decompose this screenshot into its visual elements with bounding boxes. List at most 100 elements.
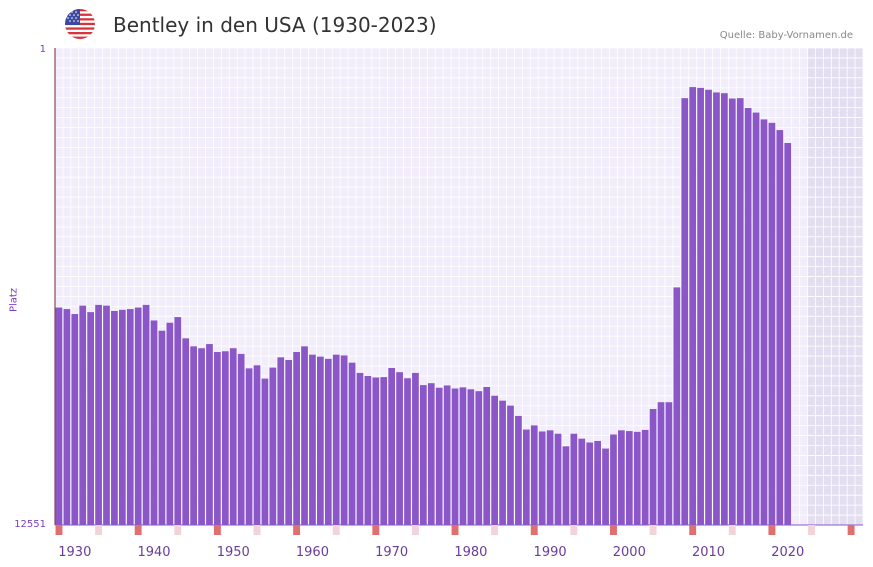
bar-1971 xyxy=(396,372,403,525)
bar-1978 xyxy=(451,388,459,525)
half-decade-marker xyxy=(332,525,340,535)
half-decade-marker xyxy=(174,525,182,535)
decade-marker xyxy=(530,525,538,535)
bar-2019 xyxy=(776,130,784,525)
bar-2014 xyxy=(736,98,744,525)
x-tick-label: 1990 xyxy=(534,545,567,560)
bar-1996 xyxy=(594,440,601,525)
bar-1944 xyxy=(182,338,190,525)
half-decade-marker xyxy=(649,525,657,535)
bar-1970 xyxy=(388,367,396,525)
bar-2016 xyxy=(752,112,760,526)
bar-1979 xyxy=(459,387,467,525)
bar-1954 xyxy=(261,378,269,525)
half-decade-marker xyxy=(95,525,103,535)
bar-2003 xyxy=(649,409,657,525)
bar-2008 xyxy=(689,87,697,525)
bar-2012 xyxy=(721,93,728,526)
source-credit: Quelle: Baby-Vornamen.de xyxy=(719,30,853,41)
chart-title: Bentley in den USA (1930-2023) xyxy=(113,13,437,37)
bar-1937 xyxy=(126,309,134,525)
bar-1980 xyxy=(467,389,475,525)
half-decade-marker xyxy=(728,525,736,535)
decade-marker xyxy=(293,525,301,535)
bar-1956 xyxy=(277,357,285,525)
bar-1994 xyxy=(578,438,586,525)
half-decade-marker xyxy=(491,525,499,535)
bar-1959 xyxy=(301,346,308,525)
x-tick-label: 1970 xyxy=(375,545,408,560)
bar-1965 xyxy=(348,362,356,525)
bar-2010 xyxy=(705,89,712,526)
bar-1972 xyxy=(404,378,411,525)
bar-1957 xyxy=(285,360,293,525)
x-tick-label: 2010 xyxy=(692,545,725,560)
bar-2018 xyxy=(768,122,776,525)
x-tick-label: 1960 xyxy=(296,545,329,560)
bar-1951 xyxy=(237,353,245,525)
bar-1967 xyxy=(364,375,372,525)
bar-2000 xyxy=(625,431,633,525)
bar-2011 xyxy=(713,92,720,526)
bar-1981 xyxy=(475,391,483,525)
bar-1986 xyxy=(515,415,522,525)
bar-1960 xyxy=(309,354,316,525)
bar-1958 xyxy=(293,352,300,525)
bar-1968 xyxy=(372,377,380,525)
bar-1991 xyxy=(554,433,562,525)
bar-1934 xyxy=(103,305,110,525)
bar-2009 xyxy=(697,87,704,525)
decade-marker xyxy=(213,525,221,535)
bar-1947 xyxy=(206,344,213,525)
bar-1930 xyxy=(71,314,79,525)
decade-marker xyxy=(847,525,855,535)
bar-1942 xyxy=(166,322,174,525)
bar-2017 xyxy=(760,119,768,526)
bar-1932 xyxy=(87,312,95,525)
decade-marker xyxy=(610,525,617,535)
usa-flag-icon xyxy=(65,9,95,39)
bar-1993 xyxy=(570,433,578,525)
bar-1955 xyxy=(269,367,277,525)
bar-1985 xyxy=(507,405,514,525)
chart-header: Bentley in den USA (1930-2023) Quelle: B… xyxy=(0,0,873,48)
bar-1969 xyxy=(380,377,388,525)
bar-1961 xyxy=(317,356,324,525)
x-tick-label: 1980 xyxy=(454,545,487,560)
bar-1995 xyxy=(586,442,594,525)
half-decade-marker xyxy=(570,525,578,535)
x-tick-label: 2020 xyxy=(771,545,804,560)
bar-2004 xyxy=(657,402,665,525)
bar-2005 xyxy=(665,402,673,525)
y-tick-top: 1 xyxy=(39,44,46,55)
half-decade-marker xyxy=(253,525,261,535)
bar-1952 xyxy=(245,368,253,525)
decade-marker xyxy=(451,525,459,535)
bar-1935 xyxy=(111,310,118,525)
bar-1953 xyxy=(253,365,261,525)
x-tick-label: 1940 xyxy=(137,545,170,560)
bar-2015 xyxy=(744,108,752,525)
bar-1948 xyxy=(214,352,221,525)
x-tick-label: 1930 xyxy=(58,545,91,560)
bar-1929 xyxy=(63,309,71,525)
decade-marker xyxy=(55,525,63,535)
bar-1936 xyxy=(118,309,126,525)
bar-1962 xyxy=(324,358,332,525)
bar-1984 xyxy=(499,400,506,525)
decade-marker xyxy=(372,525,380,535)
bar-1988 xyxy=(530,425,538,525)
bar-1976 xyxy=(435,387,443,525)
bar-1975 xyxy=(427,383,435,525)
bar-1998 xyxy=(610,434,617,525)
bar-2001 xyxy=(633,431,641,525)
bar-2020 xyxy=(784,142,792,525)
x-tick-label: 1950 xyxy=(217,545,250,560)
bar-1964 xyxy=(340,355,348,525)
bar-1931 xyxy=(79,305,87,525)
bar-1999 xyxy=(618,430,625,525)
bar-1987 xyxy=(522,429,530,525)
x-tick-label: 2000 xyxy=(613,545,646,560)
bar-1966 xyxy=(356,372,364,525)
